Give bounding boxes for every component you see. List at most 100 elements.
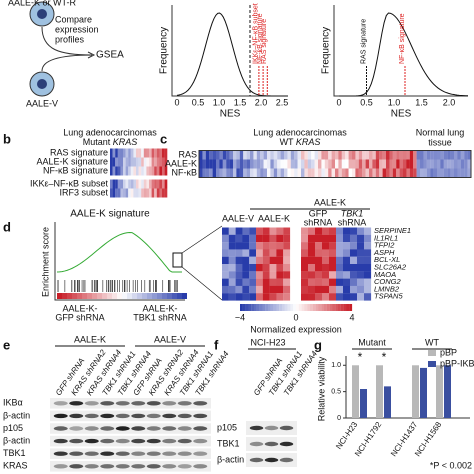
heat-cell — [123, 148, 126, 158]
heat-cell — [123, 179, 126, 189]
y-tick-label: 0 — [337, 415, 341, 422]
heat-cell — [329, 264, 337, 272]
rank-bar — [162, 293, 167, 299]
heat-cell — [123, 157, 126, 167]
heat-cell — [151, 148, 155, 158]
legend-swatch — [428, 350, 436, 356]
heat-cell — [146, 148, 150, 158]
heat-cell — [315, 271, 323, 279]
row-label: IRF3 subset — [59, 187, 108, 197]
heat-cell — [149, 157, 152, 167]
heat-cell — [392, 168, 397, 178]
heat-cell — [350, 227, 358, 235]
heat-cell — [392, 150, 397, 160]
x-tick-label: 2.5 — [276, 97, 289, 107]
heat-cell — [329, 242, 337, 250]
row-label: p105 — [217, 422, 237, 432]
colorbar — [346, 304, 350, 311]
colorbar — [301, 304, 305, 311]
heat-cell — [154, 157, 157, 167]
heat-cell — [328, 150, 332, 160]
heat-cell — [336, 242, 344, 250]
row-label: β-actin — [3, 435, 30, 445]
heat-cell — [250, 159, 254, 169]
heat-cell — [205, 168, 210, 178]
heat-cell — [396, 159, 400, 169]
bar — [376, 365, 383, 418]
heat-cell — [212, 159, 217, 169]
band — [162, 413, 177, 419]
heat-cell — [228, 249, 236, 257]
band — [84, 401, 99, 406]
heat-cell — [352, 168, 356, 178]
heat-cell — [125, 157, 129, 167]
band — [53, 426, 68, 431]
heat-cell — [117, 179, 121, 189]
colorbar — [279, 304, 283, 311]
heat-cell — [159, 179, 163, 189]
heat-cell — [350, 242, 358, 250]
heat-cell — [355, 150, 359, 160]
heat-cell — [256, 249, 263, 257]
subtitle: Mutant KRAS — [83, 137, 138, 147]
heat-cell — [301, 150, 305, 160]
heat-cell — [269, 293, 277, 301]
panel-label: e — [3, 337, 10, 352]
heat-cell — [315, 227, 323, 235]
heat-cell — [242, 278, 250, 286]
heat-cell — [294, 150, 298, 160]
rank-bar — [77, 293, 82, 299]
colorbar — [332, 304, 336, 311]
panel-label: f — [214, 337, 219, 352]
rank-bar — [137, 293, 142, 299]
heat-cell — [242, 264, 250, 272]
heat-cell — [301, 278, 309, 286]
heat-cell — [336, 264, 344, 272]
rank-bar — [87, 293, 92, 299]
heat-cell — [454, 150, 458, 160]
heat-cell — [443, 168, 448, 178]
heat-cell — [276, 227, 284, 235]
panel-label: b — [3, 131, 11, 146]
heat-cell — [284, 159, 288, 169]
schematic-text: expression — [55, 24, 99, 34]
heat-cell — [357, 264, 365, 272]
heat-cell — [433, 159, 438, 169]
heat-cell — [222, 264, 229, 272]
heat-cell — [379, 168, 383, 178]
heat-cell — [250, 168, 254, 178]
band — [115, 426, 130, 431]
heat-cell — [301, 249, 309, 257]
heat-cell — [112, 188, 116, 198]
heat-cell — [311, 150, 315, 160]
heat-cell — [120, 166, 124, 176]
marker-label: RAS signature — [360, 19, 367, 64]
gene-label: LMNB2 — [374, 284, 400, 293]
heat-cell — [352, 159, 356, 169]
heat-cell — [110, 179, 113, 189]
heat-cell — [364, 227, 372, 235]
colorbar — [296, 304, 299, 311]
heat-cell — [267, 159, 271, 169]
heat-cell — [120, 157, 124, 167]
heat-cell — [235, 285, 243, 294]
heat-cell — [235, 249, 243, 257]
heat-cell — [222, 256, 229, 265]
heat-cell — [151, 179, 155, 189]
band — [115, 464, 130, 469]
heat-cell — [267, 150, 271, 160]
heat-cell — [454, 159, 458, 169]
axis — [333, 5, 468, 97]
heat-cell — [348, 159, 353, 169]
heat-cell — [364, 278, 372, 286]
heat-cell — [315, 234, 323, 243]
heat-cell — [437, 168, 441, 178]
heat-cell — [336, 278, 344, 286]
heat-cell — [450, 168, 455, 178]
heat-cell — [341, 168, 346, 178]
heat-cell — [343, 285, 351, 294]
blot-strip — [246, 421, 297, 435]
row-label: IKKε–NF-κB subset — [30, 178, 109, 188]
heat-cell — [364, 271, 372, 279]
heat-cell — [277, 150, 281, 160]
